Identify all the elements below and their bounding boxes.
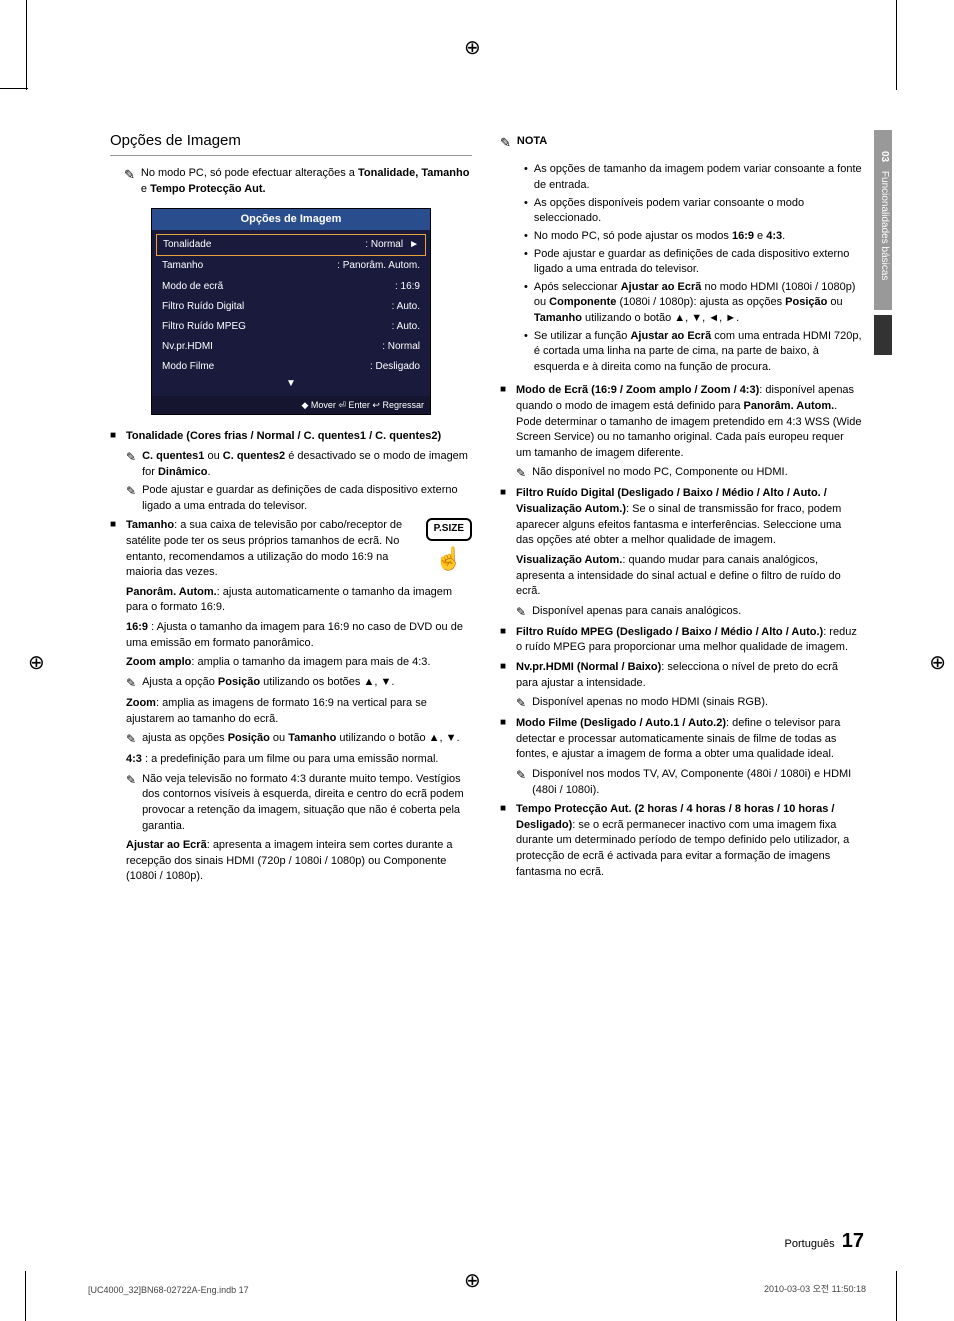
vis-autom-note: ✎Disponível apenas para canais analógico… [516,604,862,621]
osd-title: Opções de Imagem [152,209,430,231]
bullet-icon: ■ [500,383,516,461]
page-footer: Português 17 [785,1230,864,1253]
hand-icon: ✎ [516,604,526,621]
nota-item: •As opções de tamanho da imagem podem va… [524,162,862,193]
zoom-note: ✎ajusta as opções Posição ou Tamanho uti… [126,731,472,748]
dot-icon: • [524,229,528,245]
bullet-icon: ■ [110,518,126,580]
modofilme-note: ✎Disponível nos modos TV, AV, Componente… [516,767,862,798]
bullet-icon: ■ [500,660,516,691]
pointing-hand-icon: ☝ [426,543,472,574]
hand-icon: ✎ [126,675,136,692]
ratio-169: 16:9 : Ajusta o tamanho da imagem para 1… [126,620,472,651]
hand-icon: ✎ [126,731,136,748]
nota-item: •As opções disponíveis podem variar cons… [524,196,862,227]
footer-language: Português [785,1238,835,1250]
osd-menu: Opções de Imagem Tonalidade : Normal ► T… [151,208,431,416]
ratio-43-note: ✎Não veja televisão no formato 4:3 duran… [126,772,472,834]
item-heading: Tonalidade (Cores frias / Normal / C. qu… [126,430,441,442]
osd-row-filtro-mpeg[interactable]: Filtro Ruído MPEG: Auto. [156,317,426,337]
item-tamanho: ■ P.SIZE ☝ Tamanho: a sua caixa de telev… [110,518,472,580]
hand-icon: ✎ [500,134,511,152]
bullet-icon: ■ [110,429,126,445]
crop-mark [896,1271,897,1321]
item-nvpr-hdmi: ■ Nv.pr.HDMI (Normal / Baixo): seleccion… [500,660,862,691]
arrow-right-icon: ► [409,238,419,252]
crop-mark [896,0,897,90]
bullet-icon: ■ [500,625,516,656]
dot-icon: • [524,247,528,278]
item-modo-ecra: ■ Modo de Ecrã (16:9 / Zoom amplo / Zoom… [500,383,862,461]
panoram-autom: Panorâm. Autom.: ajusta automaticamente … [126,585,472,616]
item-filtro-digital: ■ Filtro Ruído Digital (Desligado / Baix… [500,486,862,548]
osd-row-nvpr-hdmi[interactable]: Nv.pr.HDMI: Normal [156,337,426,357]
page-content: Opções de Imagem ✎ No modo PC, só pode e… [110,130,870,889]
tonalidade-note2: ✎ Pode ajustar e guardar as definições d… [126,483,472,514]
footer-file-info: [UC4000_32]BN68-02722A-Eng.indb 17 [88,1285,249,1295]
zoom-amplo: Zoom amplo: amplia o tamanho da imagem p… [126,655,472,671]
osd-row-tonalidade[interactable]: Tonalidade : Normal ► [156,234,426,256]
ajustar-ecra: Ajustar ao Ecrã: apresenta a imagem inte… [126,838,472,885]
osd-down-arrow-icon: ▼ [156,377,426,391]
bullet-icon: ■ [500,802,516,880]
dot-icon: • [524,162,528,193]
nota-heading: ✎ NOTA [500,134,862,152]
nota-item: •Após seleccionar Ajustar ao Ecrã no mod… [524,280,862,327]
dot-icon: • [524,196,528,227]
crop-mark [26,0,27,90]
bullet-icon: ■ [500,716,516,763]
hand-icon: ✎ [124,166,135,197]
item-tempo-proteccao: ■ Tempo Protecção Aut. (2 horas / 4 hora… [500,802,862,880]
section-heading: Opções de Imagem [110,130,472,156]
dot-icon: • [524,329,528,376]
reg-mark-top: ⊕ [464,35,481,60]
hand-icon: ✎ [126,449,136,480]
item-tonalidade: ■ Tonalidade (Cores frias / Normal / C. … [110,429,472,445]
osd-body: Tonalidade : Normal ► Tamanho: Panorâm. … [152,230,430,396]
reg-mark-bottom: ⊕ [464,1268,481,1293]
osd-row-filtro-digital[interactable]: Filtro Ruído Digital: Auto. [156,297,426,317]
ratio-43: 4:3 : a predefinição para um filme ou pa… [126,752,472,768]
hand-icon: ✎ [126,772,136,834]
note-text: No modo PC, só pode efectuar alterações … [141,166,472,197]
osd-row-modo-ecra[interactable]: Modo de ecrã: 16:9 [156,277,426,297]
side-tab-dark [874,315,892,355]
side-tab-number: 03 [879,151,890,162]
footer-timestamp: 2010-03-03 오전 11:50:18 [764,1282,866,1295]
side-tab-label: Funcionalidades básicas [879,171,890,281]
item-filtro-mpeg: ■ Filtro Ruído MPEG (Desligado / Baixo /… [500,625,862,656]
nota-item: •Se utilizar a função Ajustar ao Ecrã co… [524,329,862,376]
nvpr-note: ✎Disponível apenas no modo HDMI (sinais … [516,695,862,712]
tonalidade-note1: ✎ C. quentes1 ou C. quentes2 é desactiva… [126,449,472,480]
right-column: ✎ NOTA •As opções de tamanho da imagem p… [500,130,862,889]
left-column: Opções de Imagem ✎ No modo PC, só pode e… [110,130,472,889]
crop-mark [0,88,28,89]
nota-item: •No modo PC, só pode ajustar os modos 16… [524,229,862,245]
hand-icon: ✎ [516,695,526,712]
osd-row-modo-filme[interactable]: Modo Filme: Desligado [156,357,426,377]
psize-label: P.SIZE [426,518,472,540]
reg-mark-left: ⊕ [28,650,45,675]
hand-icon: ✎ [516,465,526,482]
nota-item: •Pode ajustar e guardar as definições de… [524,247,862,278]
crop-mark [25,1271,26,1321]
item-modo-filme: ■ Modo Filme (Desligado / Auto.1 / Auto.… [500,716,862,763]
page-number: 17 [842,1230,864,1252]
dot-icon: • [524,280,528,327]
zoom-amplo-note: ✎Ajusta a opção Posição utilizando os bo… [126,675,472,692]
psize-remote-button: P.SIZE ☝ [426,518,472,573]
hand-icon: ✎ [516,767,526,798]
osd-row-tamanho[interactable]: Tamanho: Panorâm. Autom. [156,256,426,276]
pc-mode-note: ✎ No modo PC, só pode efectuar alteraçõe… [124,166,472,197]
zoom: Zoom: amplia as imagens de formato 16:9 … [126,696,472,727]
modo-ecra-note: ✎Não disponível no modo PC, Componente o… [516,465,862,482]
bullet-icon: ■ [500,486,516,548]
hand-icon: ✎ [126,483,136,514]
vis-autom: Visualização Autom.: quando mudar para c… [516,553,862,600]
side-tab: 03 Funcionalidades básicas [874,130,892,310]
reg-mark-right: ⊕ [929,650,946,675]
osd-footer-hints: ◆ Mover ⏎ Enter ↩ Regressar [152,396,430,415]
